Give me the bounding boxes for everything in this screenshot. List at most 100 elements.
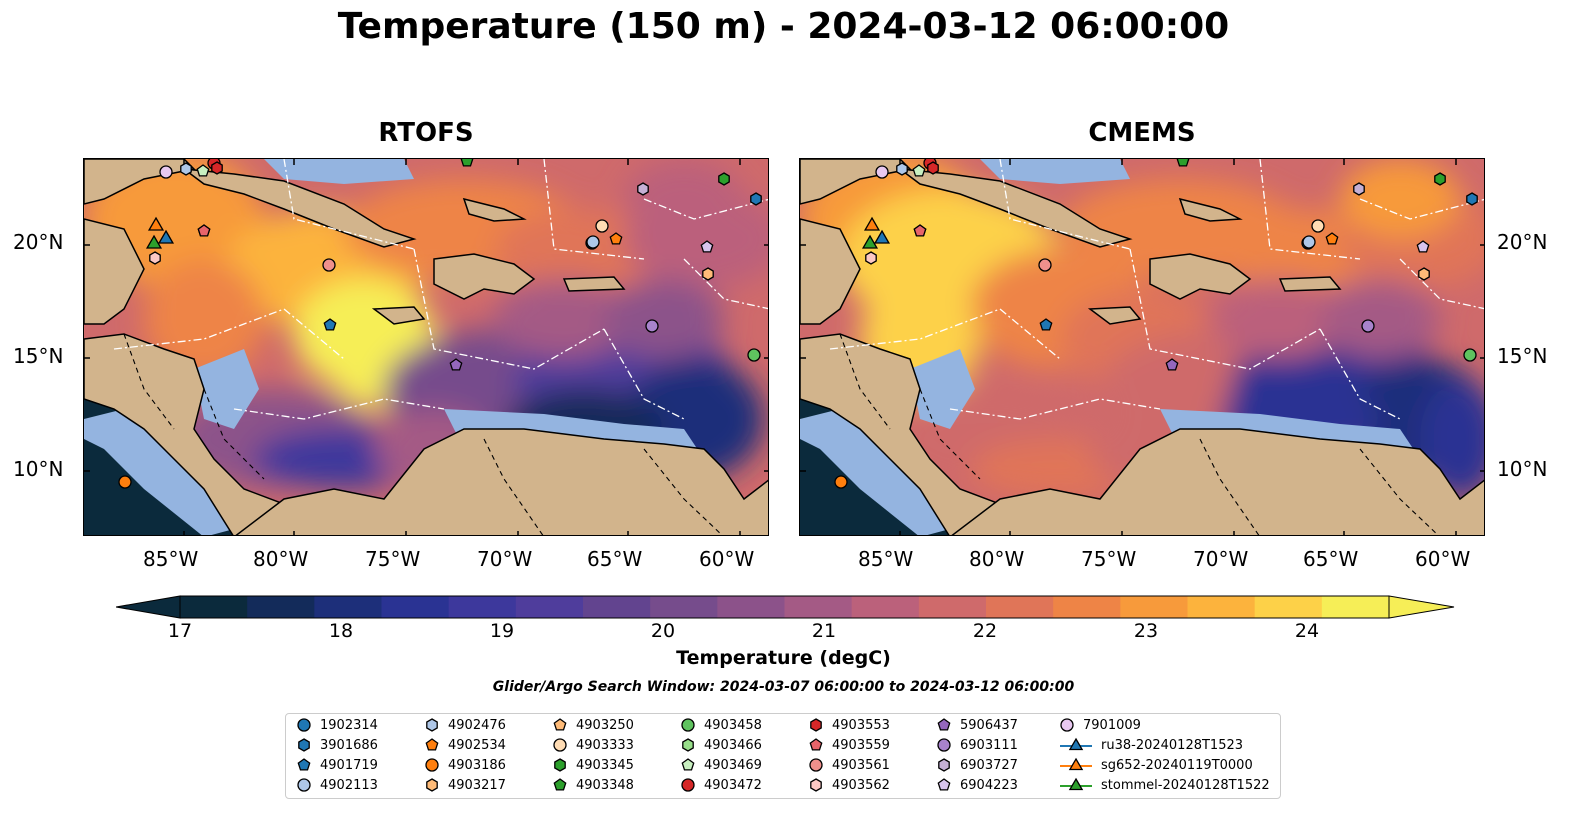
float-marker-4903217 <box>1418 267 1430 281</box>
legend-label: 4901719 <box>320 757 378 773</box>
legend-label: 3901686 <box>320 737 378 753</box>
hispaniola-land <box>1149 253 1252 300</box>
lon-tick-label: 60°W <box>1415 547 1471 571</box>
lon-tick-label: 70°W <box>1193 547 1249 571</box>
lat-tick-label-right: 20°N <box>1497 230 1548 254</box>
legend-label: 4903345 <box>576 757 634 773</box>
country-border <box>203 388 265 480</box>
legend-marker <box>425 758 439 772</box>
eez-boundary <box>643 198 768 220</box>
glider-marker-ru38-20240128T1523 <box>157 229 175 244</box>
colorbar-tick-label: 21 <box>811 620 837 642</box>
float-marker-4903458 <box>747 348 761 362</box>
legend-label: 4903333 <box>576 737 634 753</box>
legend-item: 4903250 <box>552 717 634 733</box>
legend-marker-icon <box>1060 718 1074 732</box>
legend-marker-icon <box>425 758 439 772</box>
eez-boundary <box>1319 328 1401 420</box>
colorbar-swatch <box>1187 596 1256 618</box>
panel-title-rtofs: RTOFS <box>378 118 474 148</box>
bahamas-land <box>1178 197 1243 222</box>
colorbar-swatch <box>918 596 987 618</box>
legend-marker <box>425 738 439 751</box>
legend-marker-icon <box>681 778 695 792</box>
legend-item: 4903553 <box>808 717 890 733</box>
country-border <box>919 388 981 480</box>
legend-marker-icon <box>426 718 438 732</box>
legend-marker-icon <box>937 738 951 752</box>
legend-marker-icon <box>1060 777 1092 791</box>
legend-item: 7901009 <box>1059 717 1141 733</box>
float-marker-4903345 <box>1434 172 1446 186</box>
float-marker-6904223 <box>1416 240 1430 253</box>
legend-item: 4903348 <box>552 777 634 793</box>
legend-label: 4903466 <box>704 737 762 753</box>
float-marker-4903458 <box>1463 348 1477 362</box>
legend-marker <box>681 778 695 792</box>
float-marker-4902534 <box>609 232 623 245</box>
float-marker-6903111 <box>645 319 659 333</box>
lon-tick-label: 65°W <box>1303 547 1359 571</box>
legend-marker <box>297 758 311 771</box>
legend-label: sg652-20240119T0000 <box>1101 757 1253 773</box>
legend-item: 4903559 <box>808 737 890 753</box>
puerto-rico-land <box>562 276 626 292</box>
float-marker-4903348 <box>1176 159 1190 167</box>
legend-marker <box>426 778 438 792</box>
float-marker-4902113 <box>1302 235 1316 249</box>
float-marker-4903559 <box>197 224 211 237</box>
legend-item: 4902534 <box>424 737 506 753</box>
float-marker-4903561 <box>1038 258 1052 272</box>
legend-item: sg652-20240119T0000 <box>1059 757 1253 773</box>
lon-tick-label: 60°W <box>699 547 755 571</box>
continental-shelf <box>980 159 1130 184</box>
float-marker-6903727 <box>637 182 649 196</box>
legend-marker <box>554 758 566 772</box>
legend-marker-icon <box>553 718 567 731</box>
glider-marker-ru38-20240128T1523 <box>873 229 891 244</box>
map-rtofs[interactable] <box>83 158 769 536</box>
float-marker-6903727 <box>1353 182 1365 196</box>
legend-marker <box>297 778 311 792</box>
colorbar-swatch <box>1321 596 1390 618</box>
lat-tick-label-right: 10°N <box>1497 457 1548 481</box>
colorbar <box>115 592 1456 622</box>
legend-label: 7901009 <box>1083 717 1141 733</box>
cuba-land <box>897 167 1133 248</box>
colorbar-swatch <box>381 596 450 618</box>
country-border <box>839 333 891 430</box>
legend-item: ru38-20240128T1523 <box>1059 737 1243 753</box>
jamaica-land <box>371 306 426 325</box>
glider-marker-stommel-20240128T1522 <box>145 234 163 249</box>
legend-item: 4903458 <box>680 717 762 733</box>
legend-marker <box>937 718 951 731</box>
jamaica-land <box>1087 306 1142 325</box>
lat-tick-label-left: 10°N <box>13 457 64 481</box>
colorbar-swatch <box>515 596 584 618</box>
lon-tick-label: 65°W <box>587 547 643 571</box>
legend-marker <box>1060 718 1074 732</box>
legend-marker-icon <box>554 758 566 772</box>
legend-label: 4903348 <box>576 777 634 793</box>
lat-tick-label-left: 20°N <box>13 230 64 254</box>
legend-marker <box>553 718 567 731</box>
float-marker-4903333 <box>1311 219 1325 233</box>
colorbar-swatch <box>247 596 315 618</box>
glider-marker-stommel-20240128T1522 <box>861 234 879 249</box>
legend-label: ru38-20240128T1523 <box>1101 737 1244 753</box>
legend-marker-icon <box>426 778 438 792</box>
eez-boundary <box>999 159 1131 250</box>
colorbar-swatch <box>314 596 383 618</box>
legend-item: 4903333 <box>552 737 634 753</box>
float-marker-4903348 <box>460 159 474 167</box>
colorbar-swatch <box>784 596 853 618</box>
legend-label: 4903553 <box>832 717 890 733</box>
float-marker-6903111 <box>1361 319 1375 333</box>
country-border <box>483 438 544 535</box>
legend-item: 4903217 <box>424 777 506 793</box>
float-marker-4903562 <box>865 251 877 265</box>
map-cmems[interactable] <box>799 158 1485 536</box>
south-america-land <box>951 428 1484 535</box>
legend-label: stommel-20240128T1522 <box>1101 777 1270 793</box>
legend-marker <box>810 718 822 732</box>
